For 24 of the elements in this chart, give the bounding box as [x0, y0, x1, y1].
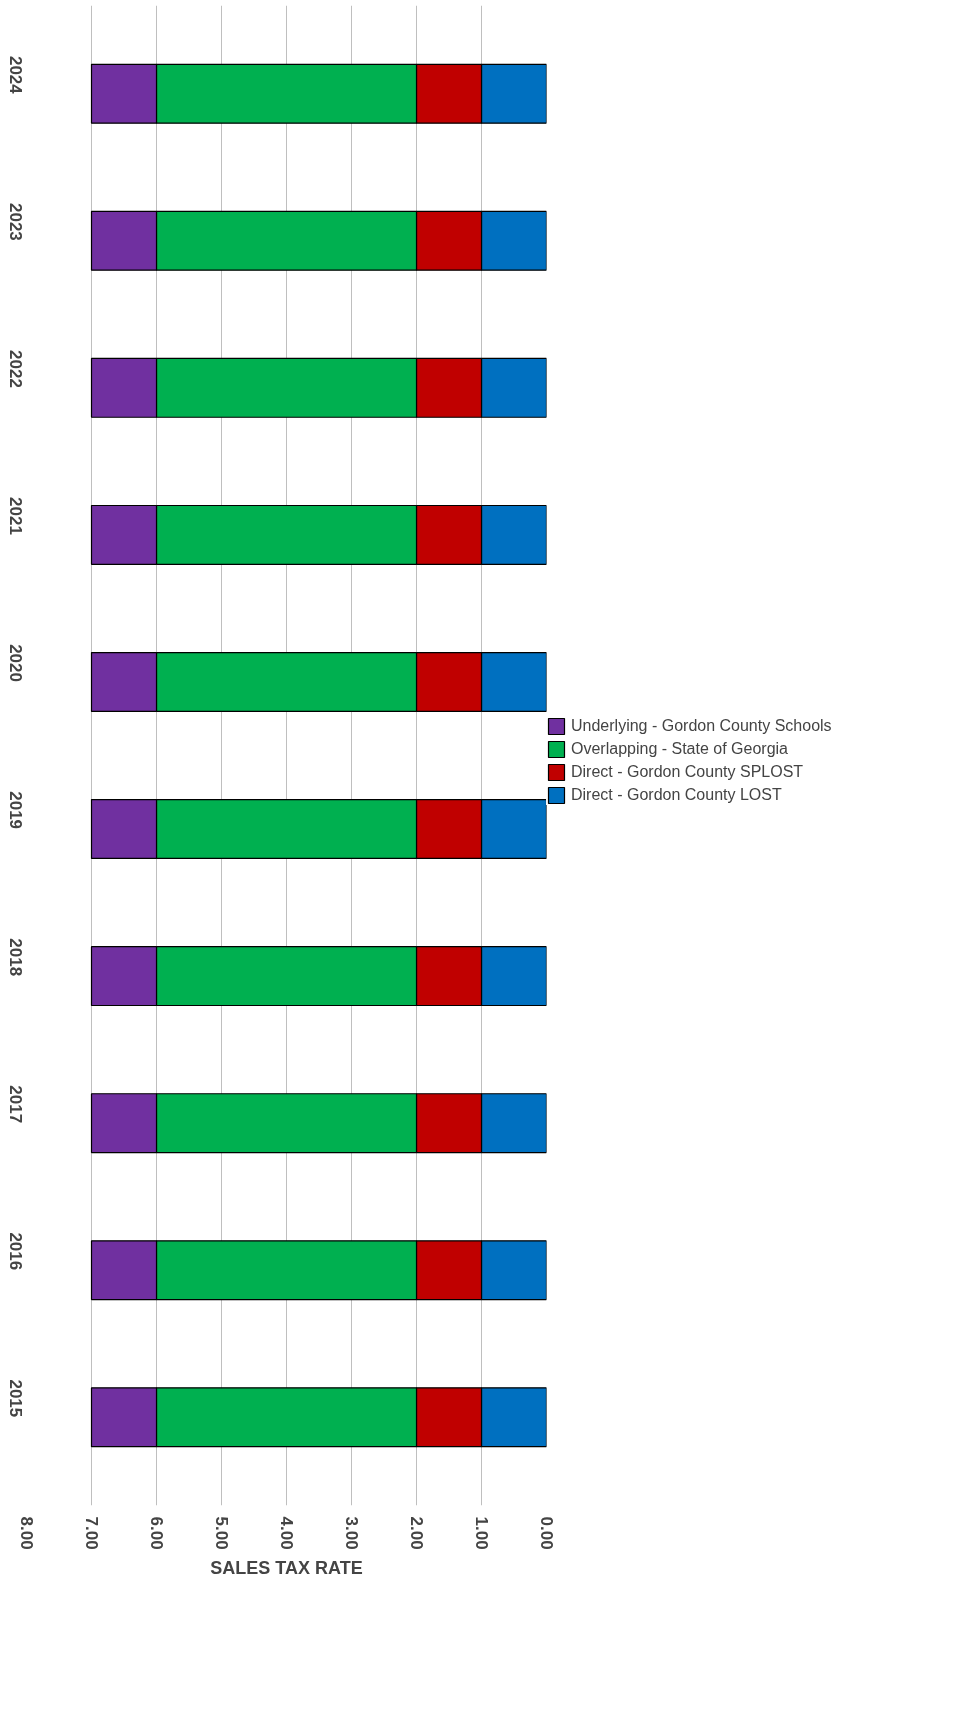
- x-tick-label: 4.00: [276, 1516, 296, 1550]
- y-tick-label: 2018: [5, 938, 25, 977]
- x-tick-label: 3.00: [341, 1516, 361, 1550]
- x-axis-title: SALES TAX RATE: [210, 1557, 363, 1578]
- x-tick-label: 0.00: [536, 1516, 556, 1550]
- legend-label: Overlapping - State of Georgia: [571, 740, 789, 758]
- legend-label: Underlying - Gordon County Schools: [571, 717, 832, 735]
- y-tick-label: 2022: [5, 350, 25, 388]
- y-tick-label: 2023: [5, 202, 25, 241]
- y-tick-label: 2021: [5, 497, 25, 535]
- y-tick-label: 2016: [5, 1232, 25, 1271]
- legend-label: Direct - Gordon County SPLOST: [571, 763, 804, 781]
- x-tick-label: 2.00: [406, 1516, 426, 1550]
- y-tick-label: 2024: [5, 55, 25, 95]
- x-tick-label: 1.00: [471, 1516, 491, 1550]
- x-tick-label: 6.00: [146, 1516, 166, 1550]
- y-tick-label: 2019: [5, 791, 25, 830]
- x-tick-label: 8.00: [16, 1516, 36, 1550]
- y-tick-label: 2015: [5, 1379, 25, 1418]
- x-tick-label: 5.00: [211, 1516, 231, 1550]
- legend-label: Direct - Gordon County LOST: [571, 786, 782, 804]
- y-tick-label: 2017: [5, 1085, 25, 1124]
- y-tick-label: 2020: [5, 644, 25, 682]
- x-tick-label: 7.00: [81, 1516, 101, 1550]
